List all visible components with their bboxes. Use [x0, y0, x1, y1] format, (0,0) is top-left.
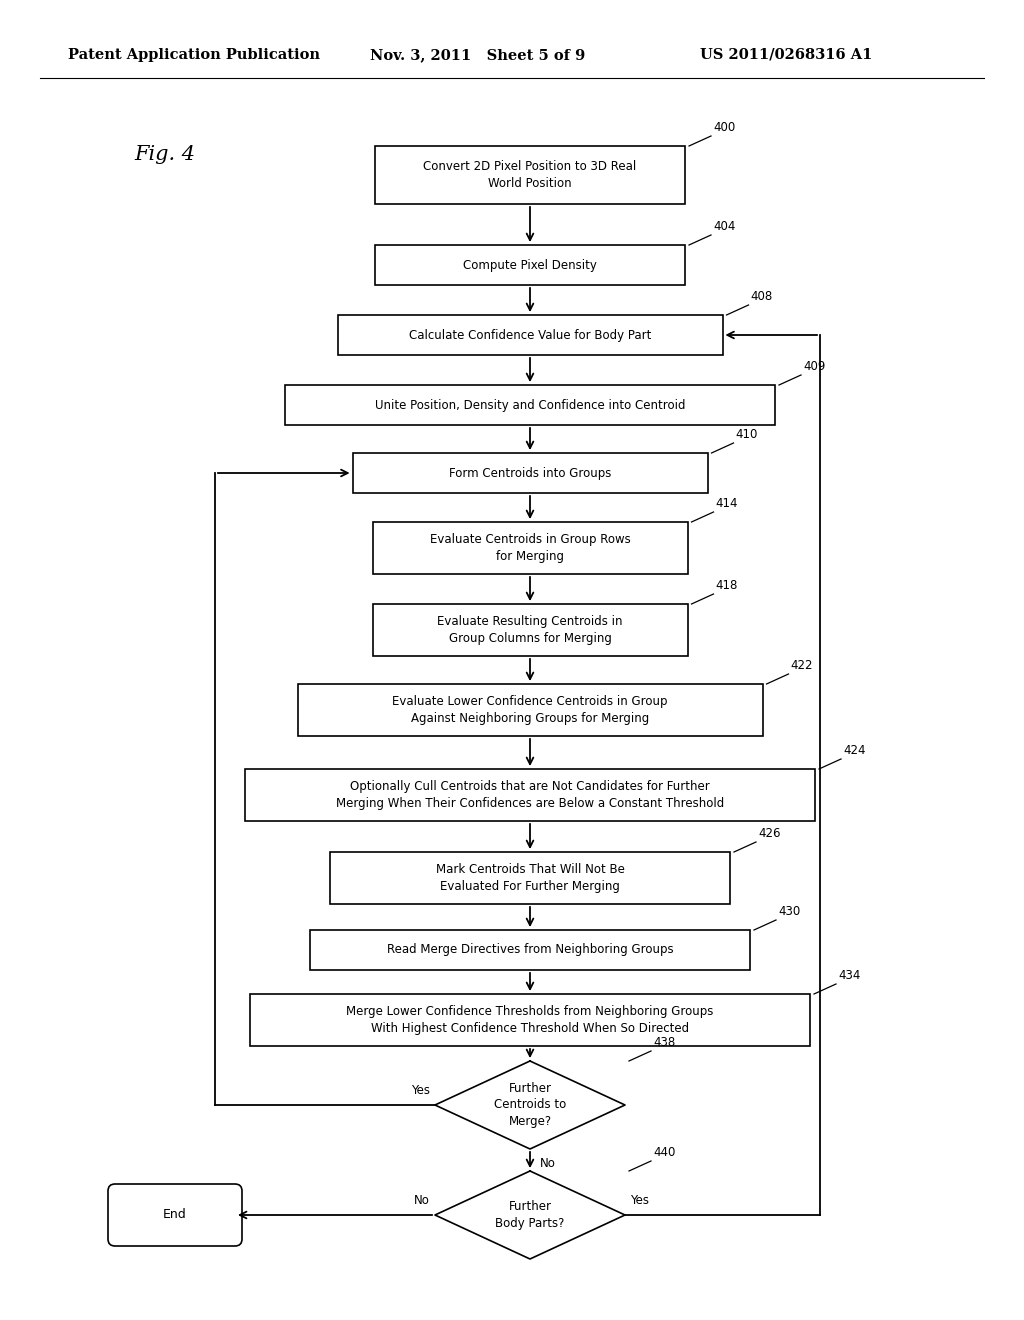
Text: 434: 434 — [838, 969, 860, 982]
Text: Yes: Yes — [630, 1195, 649, 1206]
Text: 409: 409 — [803, 360, 825, 374]
Text: 408: 408 — [751, 290, 773, 304]
Text: 418: 418 — [716, 579, 738, 591]
Text: Calculate Confidence Value for Body Part: Calculate Confidence Value for Body Part — [409, 329, 651, 342]
Text: Read Merge Directives from Neighboring Groups: Read Merge Directives from Neighboring G… — [387, 944, 674, 957]
Text: 400: 400 — [713, 121, 735, 135]
Text: 422: 422 — [791, 659, 813, 672]
FancyBboxPatch shape — [373, 605, 687, 656]
Text: Fig. 4: Fig. 4 — [134, 145, 196, 165]
FancyBboxPatch shape — [375, 147, 685, 205]
Text: Patent Application Publication: Patent Application Publication — [68, 48, 319, 62]
Text: Evaluate Lower Confidence Centroids in Group
Against Neighboring Groups for Merg: Evaluate Lower Confidence Centroids in G… — [392, 696, 668, 725]
FancyBboxPatch shape — [250, 994, 810, 1045]
FancyBboxPatch shape — [285, 385, 775, 425]
Text: 438: 438 — [653, 1036, 675, 1049]
Text: Compute Pixel Density: Compute Pixel Density — [463, 259, 597, 272]
Text: Merge Lower Confidence Thresholds from Neighboring Groups
With Highest Confidenc: Merge Lower Confidence Thresholds from N… — [346, 1005, 714, 1035]
Text: 410: 410 — [735, 428, 758, 441]
Text: Mark Centroids That Will Not Be
Evaluated For Further Merging: Mark Centroids That Will Not Be Evaluate… — [435, 863, 625, 894]
Text: No: No — [540, 1158, 556, 1170]
FancyBboxPatch shape — [330, 851, 730, 904]
FancyBboxPatch shape — [108, 1184, 242, 1246]
Text: Further
Body Parts?: Further Body Parts? — [496, 1200, 564, 1230]
Text: US 2011/0268316 A1: US 2011/0268316 A1 — [700, 48, 872, 62]
FancyBboxPatch shape — [373, 521, 687, 574]
Text: End: End — [163, 1209, 186, 1221]
Text: No: No — [414, 1195, 430, 1206]
Text: 404: 404 — [713, 220, 735, 234]
Text: Unite Position, Density and Confidence into Centroid: Unite Position, Density and Confidence i… — [375, 399, 685, 412]
FancyBboxPatch shape — [310, 931, 750, 970]
FancyBboxPatch shape — [298, 684, 763, 737]
Text: Form Centroids into Groups: Form Centroids into Groups — [449, 466, 611, 479]
Polygon shape — [435, 1061, 625, 1148]
Text: Convert 2D Pixel Position to 3D Real
World Position: Convert 2D Pixel Position to 3D Real Wor… — [423, 160, 637, 190]
Text: 424: 424 — [843, 744, 865, 756]
FancyBboxPatch shape — [338, 315, 723, 355]
Text: 430: 430 — [778, 906, 800, 917]
FancyBboxPatch shape — [245, 770, 815, 821]
Text: Yes: Yes — [411, 1084, 430, 1097]
FancyBboxPatch shape — [375, 246, 685, 285]
Text: Evaluate Centroids in Group Rows
for Merging: Evaluate Centroids in Group Rows for Mer… — [430, 533, 631, 564]
Text: Further
Centroids to
Merge?: Further Centroids to Merge? — [494, 1081, 566, 1129]
Polygon shape — [435, 1171, 625, 1259]
Text: Evaluate Resulting Centroids in
Group Columns for Merging: Evaluate Resulting Centroids in Group Co… — [437, 615, 623, 645]
Text: Optionally Cull Centroids that are Not Candidates for Further
Merging When Their: Optionally Cull Centroids that are Not C… — [336, 780, 724, 810]
Text: 414: 414 — [716, 498, 738, 510]
Text: Nov. 3, 2011   Sheet 5 of 9: Nov. 3, 2011 Sheet 5 of 9 — [370, 48, 586, 62]
Text: 426: 426 — [758, 828, 780, 840]
Text: 440: 440 — [653, 1146, 676, 1159]
FancyBboxPatch shape — [352, 453, 708, 492]
